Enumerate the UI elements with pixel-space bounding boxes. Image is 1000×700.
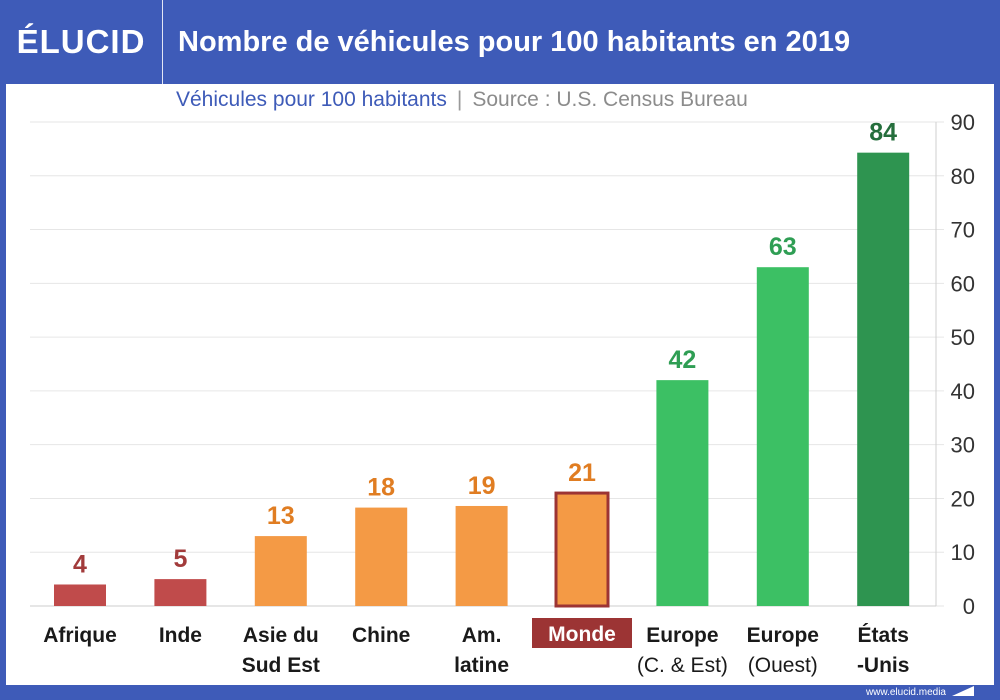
bar-asie-du-sud-est [254, 536, 307, 606]
chart-title: Nombre de véhicules pour 100 habitants e… [178, 25, 851, 58]
bar-afrique [54, 584, 106, 606]
data-label: 5 [173, 545, 187, 573]
elucid-flag-icon [952, 686, 974, 696]
y-tick-label: 10 [951, 540, 975, 565]
elucid-logo[interactable]: ÉLUCID [16, 23, 146, 60]
subtitle-separator: | [456, 88, 463, 111]
category-label: Afrique [43, 624, 117, 647]
data-label: 63 [769, 233, 797, 261]
category-label: Chine [352, 624, 410, 647]
category-label-line2: (Ouest) [748, 654, 818, 677]
header-bar: ÉLUCID Nombre de véhicules pour 100 habi… [0, 0, 1000, 84]
data-label: 4 [73, 550, 87, 578]
y-tick-label: 30 [951, 433, 975, 458]
y-tick-label: 70 [951, 218, 975, 243]
category-label: Inde [159, 624, 202, 647]
category-label: Asie du [243, 624, 319, 647]
category-label-line2: (C. & Est) [637, 654, 728, 677]
subtitle-metric: Véhicules pour 100 habitants [176, 88, 447, 111]
category-label-line2: latine [454, 654, 509, 677]
bar-europe-c-est- [656, 380, 709, 606]
y-tick-label: 90 [951, 110, 975, 135]
bar-états-unis [857, 152, 910, 607]
category-label: Europe [646, 624, 718, 647]
bar-europe-ouest- [756, 267, 809, 606]
data-label: 13 [267, 502, 295, 530]
y-tick-label: 20 [951, 486, 975, 511]
header-divider [162, 0, 163, 84]
highlight-box [532, 618, 632, 648]
y-tick-label: 0 [963, 594, 975, 619]
data-label: 21 [568, 459, 596, 487]
y-tick-label: 50 [951, 325, 975, 350]
bar-am-latine [455, 505, 508, 606]
category-label: États [858, 624, 909, 647]
y-tick-label: 60 [951, 271, 975, 296]
bar-monde [554, 491, 610, 608]
footer-site[interactable]: www.elucid.media [865, 687, 946, 698]
y-tick-label: 80 [951, 164, 975, 189]
data-label: 42 [668, 346, 696, 374]
bar-chine [355, 507, 408, 606]
category-label: Monde [548, 623, 616, 646]
category-label: Am. [462, 624, 502, 647]
y-tick-label: 40 [951, 379, 975, 404]
bar-inde [154, 579, 207, 606]
subtitle-source: Source : U.S. Census Bureau [472, 88, 748, 111]
category-label: Europe [747, 624, 819, 647]
data-label: 84 [869, 119, 897, 147]
chart-subtitle: Véhicules pour 100 habitants | Source : U.… [176, 88, 748, 112]
category-label-line2: Sud Est [242, 654, 320, 677]
data-label: 19 [468, 472, 496, 500]
data-label: 18 [367, 474, 395, 502]
category-label-line2: -Unis [857, 654, 910, 677]
